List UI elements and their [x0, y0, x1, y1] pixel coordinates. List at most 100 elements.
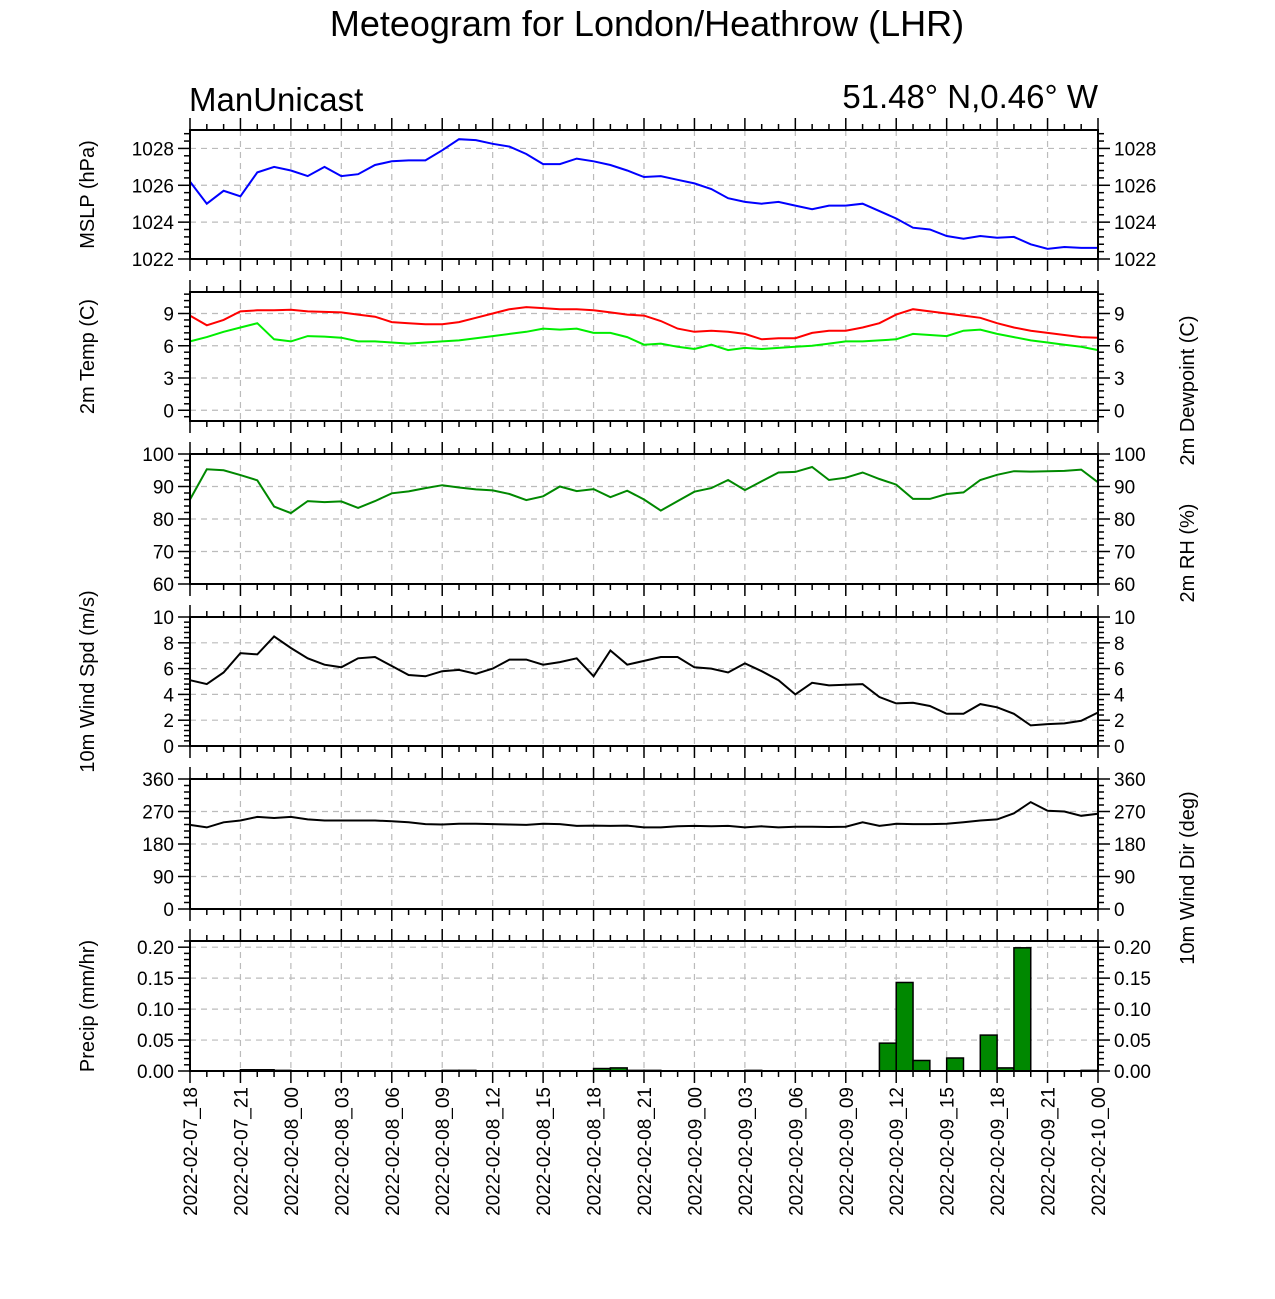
precip-bar — [878, 1042, 897, 1072]
x-tick-label: 2022-02-08_00 — [282, 1087, 303, 1216]
y-tick-label-right: 360 — [1114, 770, 1146, 791]
x-tick-label: 2022-02-09_03 — [736, 1087, 757, 1216]
y-tick-label: 10 — [153, 608, 174, 629]
x-tick-label: 2022-02-07_21 — [231, 1087, 252, 1216]
y-tick-label: 1024 — [132, 213, 175, 234]
y-tick-label: 0.15 — [137, 969, 174, 990]
x-tick-label: 2022-02-08_03 — [332, 1087, 353, 1216]
y-axis-title-10m-wind-spd-m-s: 10m Wind Spd (m/s) — [77, 590, 99, 772]
x-axis: 2022-02-07_18 2022-02-07_21 2022-02-08_00 2… — [181, 1087, 1110, 1216]
x-tick-label: 2022-02-09_18 — [988, 1087, 1009, 1216]
x-tick-label: 2022-02-08_21 — [635, 1087, 656, 1216]
panel-frame — [189, 616, 1099, 747]
y-tick-label-right: 0 — [1114, 900, 1125, 921]
y-tick-label: 1026 — [132, 176, 174, 197]
series-line-1 — [189, 800, 1099, 829]
precip-bar — [979, 1034, 998, 1072]
y-tick-label-right: 3 — [1114, 369, 1125, 390]
panel-2: 0 0 3 3 6 6 9 9 2m Temp (C) 2m Dewpoint (C) — [77, 280, 1199, 466]
x-tick-label: 2022-02-08_15 — [534, 1087, 555, 1216]
y-tick-label: 0.10 — [137, 1000, 174, 1021]
x-tick-label: 2022-02-09_12 — [887, 1087, 908, 1216]
panel-1: 1022 1022 1024 1024 1026 1026 1028 1028 MSLP (hP… — [77, 118, 1157, 271]
y-tick-label-right: 6 — [1114, 337, 1125, 358]
y-tick-label-right: 0 — [1114, 737, 1125, 758]
y-axis-title-precip-mm-hr: Precip (mm/hr) — [77, 940, 99, 1072]
chart-title: Meteogram for London/Heathrow (LHR) — [330, 3, 964, 44]
y-tick-label-right: 0.15 — [1114, 969, 1151, 990]
y-tick-label: 6 — [163, 337, 174, 358]
y-tick-label: 4 — [163, 685, 174, 706]
y-tick-label: 0.00 — [137, 1062, 174, 1083]
y-tick-label: 2 — [163, 711, 174, 732]
series-line-1 — [189, 465, 1099, 515]
y-tick-label-right: 0 — [1114, 401, 1125, 422]
x-tick-label: 2022-02-08_12 — [484, 1087, 505, 1216]
y-tick-label-right: 2 — [1114, 711, 1125, 732]
y-tick-label-right: 270 — [1114, 803, 1146, 824]
y-tick-label: 80 — [153, 510, 174, 531]
x-tick-label: 2022-02-10_00 — [1089, 1087, 1110, 1216]
y-tick-label-right: 80 — [1114, 510, 1135, 531]
y-tick-label-right: 9 — [1114, 305, 1125, 326]
y-tick-label-right: 10 — [1114, 608, 1135, 629]
y-tick-label-right: 100 — [1114, 445, 1146, 466]
panel-6: 0.00 0.00 0.05 0.05 0.10 0.10 0.15 0.15 0.20 0.20… — [77, 929, 1151, 1083]
x-tick-label: 2022-02-08_18 — [585, 1087, 606, 1216]
y-tick-label: 9 — [163, 305, 174, 326]
x-tick-label: 2022-02-07_18 — [181, 1087, 202, 1216]
y-tick-label: 360 — [142, 770, 174, 791]
y-tick-label-right: 70 — [1114, 543, 1135, 564]
y-tick-label: 1022 — [132, 250, 174, 271]
model-label: ManUnicast — [189, 81, 363, 118]
y-tick-label: 0.05 — [137, 1031, 174, 1052]
precip-bar — [945, 1057, 965, 1072]
y-tick-label: 1028 — [132, 139, 174, 160]
y-tick-label-right: 0.10 — [1114, 1000, 1151, 1021]
x-tick-label: 2022-02-09_21 — [1039, 1087, 1060, 1216]
y-axis-title-right-10m-wind-dir-deg: 10m Wind Dir (deg) — [1177, 791, 1199, 964]
y-tick-label-right: 6 — [1114, 660, 1125, 681]
panel-3: 60 60 70 70 80 80 90 90 100 100 2m RH (%) — [142, 442, 1199, 602]
y-tick-label: 70 — [153, 543, 174, 564]
y-tick-label-right: 90 — [1114, 868, 1135, 889]
x-tick-label: 2022-02-08_09 — [433, 1087, 454, 1216]
panel-5: 0 0 90 90 180 180 270 270 360 360 10m Wind Dir (de… — [142, 767, 1199, 965]
y-axis-title-right-2m-rh: 2m RH (%) — [1177, 504, 1199, 603]
x-tick-label: 2022-02-09_09 — [837, 1087, 858, 1216]
y-tick-label: 100 — [142, 445, 174, 466]
y-tick-label-right: 0.20 — [1114, 938, 1151, 959]
y-tick-label: 0 — [163, 401, 174, 422]
precip-bar — [912, 1059, 931, 1072]
x-tick-label: 2022-02-09_15 — [938, 1087, 959, 1216]
precip-bar — [895, 981, 914, 1072]
y-tick-label-right: 1028 — [1114, 139, 1156, 160]
series-line-1 — [189, 306, 1099, 341]
x-tick-label: 2022-02-09_06 — [786, 1087, 807, 1216]
y-axis-title-2m-temp-c: 2m Temp (C) — [77, 299, 99, 414]
y-tick-label-right: 1022 — [1114, 250, 1156, 271]
x-tick-label: 2022-02-08_06 — [383, 1087, 404, 1216]
y-tick-label-right: 4 — [1114, 685, 1125, 706]
y-axis-title-mslp-hpa: MSLP (hPa) — [77, 140, 99, 249]
y-tick-label-right: 180 — [1114, 835, 1146, 856]
y-tick-label: 8 — [163, 634, 174, 655]
y-tick-label: 270 — [142, 803, 174, 824]
y-tick-label-right: 0.00 — [1114, 1062, 1151, 1083]
y-tick-label: 6 — [163, 660, 174, 681]
y-tick-label-right: 1026 — [1114, 176, 1156, 197]
y-tick-label: 90 — [153, 478, 174, 499]
y-tick-label: 0.20 — [137, 938, 174, 959]
y-tick-label: 90 — [153, 868, 174, 889]
y-tick-label-right: 90 — [1114, 478, 1135, 499]
y-tick-label: 0 — [163, 737, 174, 758]
panel-frame — [189, 129, 1099, 260]
series-line-1 — [189, 635, 1099, 727]
y-tick-label: 3 — [163, 369, 174, 390]
y-tick-label-right: 0.05 — [1114, 1031, 1151, 1052]
y-axis-title-right-2m-dewpoint-c: 2m Dewpoint (C) — [1177, 315, 1199, 465]
precip-bar — [1013, 947, 1032, 1072]
y-tick-label-right: 1024 — [1114, 213, 1157, 234]
